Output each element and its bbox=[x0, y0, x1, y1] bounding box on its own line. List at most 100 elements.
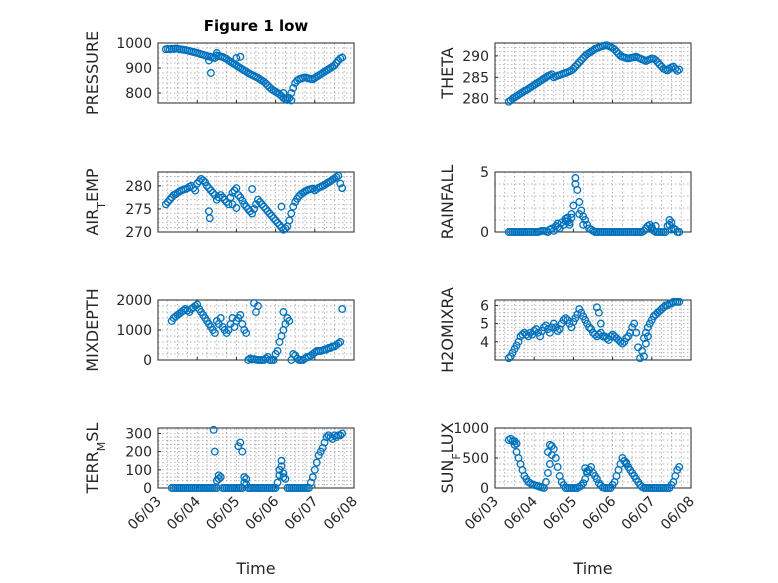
data-point bbox=[287, 209, 296, 218]
data-point bbox=[205, 184, 213, 193]
y-tick-label: 280 bbox=[462, 92, 489, 108]
data-point bbox=[338, 184, 347, 193]
data-point bbox=[281, 474, 290, 483]
data-point bbox=[199, 176, 208, 185]
data-point bbox=[575, 58, 584, 67]
data-point bbox=[205, 214, 214, 223]
subplot-rainfall: 0 5 RAINFALL bbox=[438, 165, 692, 241]
data-point bbox=[214, 474, 223, 483]
data-point bbox=[577, 56, 586, 65]
data-point bbox=[265, 209, 274, 218]
data-point bbox=[571, 62, 580, 71]
y-tick-label: 800 bbox=[125, 86, 152, 102]
data-point bbox=[543, 448, 552, 456]
data-point bbox=[212, 49, 221, 57]
data-point bbox=[575, 210, 584, 218]
data-point bbox=[163, 198, 172, 206]
data-point bbox=[236, 311, 245, 319]
data-point bbox=[542, 478, 550, 486]
data-point bbox=[618, 339, 627, 348]
data-point bbox=[308, 473, 317, 482]
y-tick-label: 0 bbox=[143, 353, 152, 369]
x-tick-label: 06/03 bbox=[125, 494, 165, 534]
data-point bbox=[273, 478, 282, 487]
data-point bbox=[659, 303, 668, 312]
data-point bbox=[273, 218, 282, 227]
data-point bbox=[571, 180, 580, 188]
data-point bbox=[675, 65, 684, 74]
data-point bbox=[594, 308, 603, 317]
data-point bbox=[655, 60, 664, 69]
axes-frame bbox=[494, 42, 692, 104]
data-point bbox=[285, 317, 294, 325]
y-tick-label: 290 bbox=[462, 49, 489, 65]
data-point bbox=[277, 456, 286, 465]
data-point bbox=[214, 471, 223, 480]
data-point bbox=[259, 202, 268, 211]
data-point bbox=[216, 191, 225, 200]
subplot-h2omixra: 4 5 6 H2OMIXRA bbox=[438, 287, 692, 373]
data-point bbox=[612, 47, 621, 56]
data-point bbox=[336, 431, 345, 440]
data-point bbox=[165, 195, 174, 204]
data-point bbox=[279, 473, 288, 482]
data-point bbox=[242, 67, 251, 76]
data-point bbox=[232, 54, 241, 62]
data-point bbox=[224, 200, 233, 209]
data-point bbox=[330, 431, 339, 440]
data-point bbox=[232, 204, 241, 212]
data-point bbox=[242, 480, 251, 489]
data-point bbox=[671, 64, 680, 73]
data-point bbox=[238, 447, 247, 456]
data-point bbox=[206, 186, 215, 195]
y-tick-label: 280 bbox=[125, 179, 152, 195]
data-point bbox=[565, 220, 574, 229]
x-tick-label: 06/05 bbox=[203, 494, 243, 534]
data-point bbox=[191, 186, 200, 195]
data-point bbox=[504, 354, 513, 363]
data-point bbox=[530, 326, 539, 335]
y-tick-label: 5 bbox=[480, 165, 489, 181]
data-point bbox=[236, 438, 245, 447]
data-point bbox=[522, 330, 531, 339]
data-point bbox=[226, 193, 235, 202]
data-point bbox=[506, 434, 515, 443]
data-point bbox=[651, 56, 660, 65]
data-point bbox=[553, 326, 562, 335]
y-tick-label: 270 bbox=[125, 225, 152, 241]
data-point bbox=[338, 429, 347, 438]
y-tick-label: 500 bbox=[462, 451, 489, 467]
data-point bbox=[236, 52, 245, 61]
data-point bbox=[244, 204, 253, 213]
data-point bbox=[287, 89, 296, 97]
data-point bbox=[610, 45, 619, 54]
data-point bbox=[653, 58, 662, 67]
data-point bbox=[299, 188, 307, 197]
data-point bbox=[663, 301, 672, 310]
data-point bbox=[602, 334, 611, 343]
data-point bbox=[183, 306, 192, 315]
y-tick-label: 0 bbox=[480, 481, 489, 497]
data-point bbox=[543, 469, 552, 477]
data-point bbox=[261, 79, 270, 88]
data-point bbox=[540, 323, 548, 332]
data-point bbox=[161, 200, 170, 209]
data-point bbox=[255, 198, 264, 206]
data-point bbox=[203, 181, 211, 190]
data-point bbox=[209, 425, 218, 434]
figure-title: Figure 1 low bbox=[204, 17, 309, 35]
data-point bbox=[577, 481, 586, 490]
data-point bbox=[332, 433, 341, 442]
y-tick-label: 1000 bbox=[116, 323, 152, 339]
data-point bbox=[240, 200, 249, 209]
data-point bbox=[275, 221, 284, 230]
data-point bbox=[634, 343, 643, 352]
x-tick-label: 06/06 bbox=[580, 493, 620, 533]
y-tick-label: 1000 bbox=[453, 421, 489, 437]
data-point bbox=[254, 195, 262, 204]
data-point bbox=[216, 314, 225, 322]
data-point bbox=[569, 201, 578, 210]
x-tick-label: 06/08 bbox=[321, 494, 361, 534]
